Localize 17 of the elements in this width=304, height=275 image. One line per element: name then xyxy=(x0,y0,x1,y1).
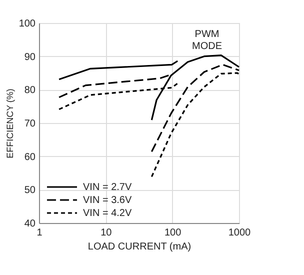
y-tick-label: 100 xyxy=(18,18,36,30)
legend-label: VIN = 4.2V xyxy=(83,208,132,219)
y-tick-label: 50 xyxy=(24,185,36,196)
x-tick-label: 10 xyxy=(100,228,112,238)
legend-label: VIN = 2.7V xyxy=(83,182,132,193)
x-axis-title: LOAD CURRENT (mA) xyxy=(88,242,192,252)
y-axis-title: EFFICIENCY (%) xyxy=(4,88,15,158)
y-tick-label: 80 xyxy=(24,85,36,96)
legend-label: VIN = 3.6V xyxy=(83,195,132,206)
y-tick-label: 40 xyxy=(24,218,36,230)
y-tick-label: 60 xyxy=(24,152,36,163)
annotation: PWM MODE xyxy=(192,29,222,52)
x-tick-label: 1 xyxy=(36,228,43,238)
y-tick-label: 90 xyxy=(24,52,36,63)
x-tick-label: 1000 xyxy=(228,228,252,238)
y-tick-label: 70 xyxy=(24,118,36,130)
x-tick-label: 100 xyxy=(164,228,182,238)
